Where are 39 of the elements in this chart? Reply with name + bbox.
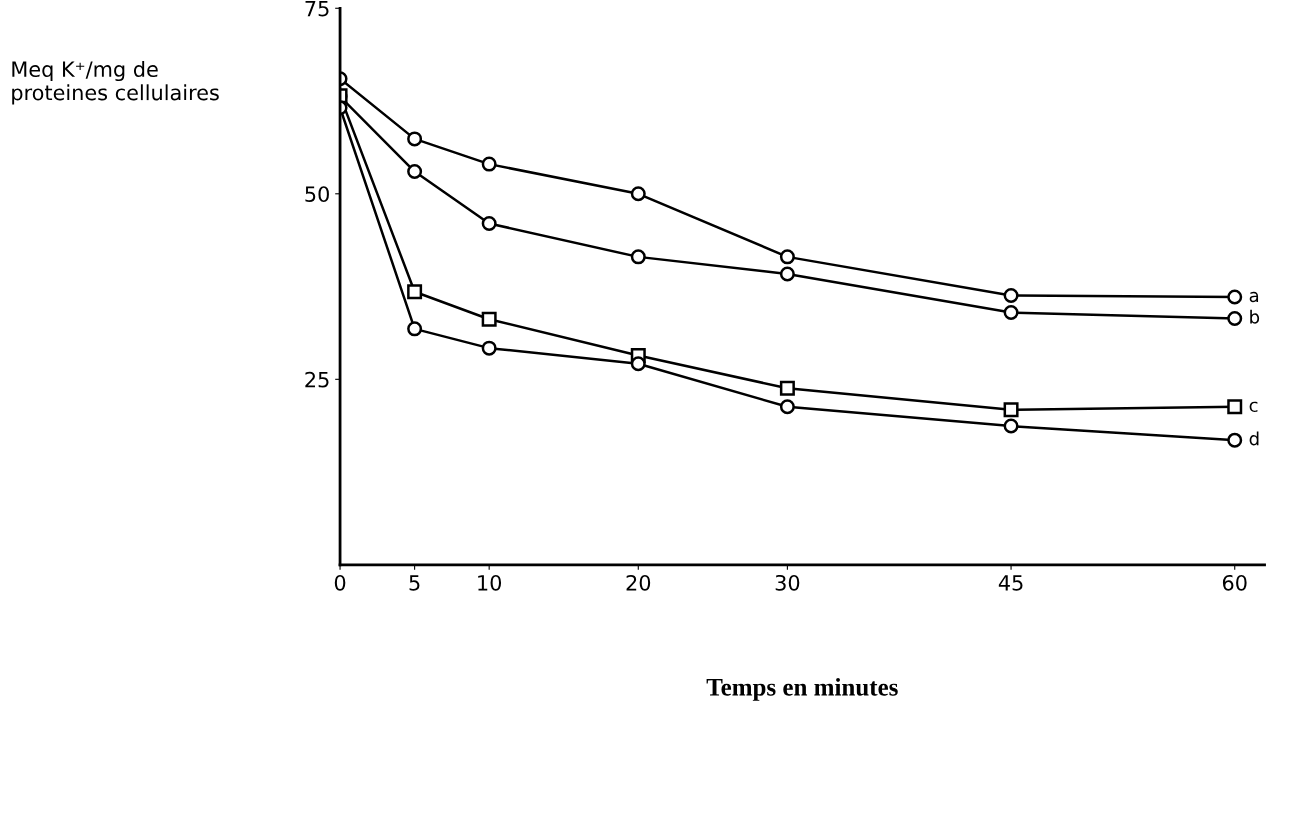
- point: [481, 215, 497, 231]
- y-tick-label: 25: [305, 371, 329, 388]
- x-axis-title: Temps en minutes: [706, 678, 898, 701]
- point: [1227, 432, 1243, 448]
- x-tick-label: 45: [998, 575, 1023, 591]
- point: [1227, 289, 1243, 305]
- point: [1227, 310, 1243, 326]
- x-tick-label: 10: [478, 574, 502, 591]
- series-label: c: [1249, 401, 1258, 413]
- point: [1003, 287, 1019, 303]
- y-axis-title: Meq K⁺/mg de proteines cellulaires: [12, 60, 219, 105]
- x-tick-label: 20: [626, 574, 651, 591]
- point: [481, 311, 497, 327]
- point: [1003, 418, 1019, 434]
- series-label: a: [1249, 291, 1259, 303]
- point: [407, 321, 423, 337]
- point: [630, 249, 646, 265]
- series-label: b: [1250, 309, 1260, 324]
- series-label: d: [1249, 431, 1259, 446]
- point: [630, 356, 646, 372]
- point: [407, 284, 423, 300]
- point: [779, 249, 795, 265]
- point: [1003, 402, 1019, 418]
- x-tick-label: 30: [775, 574, 800, 591]
- point: [779, 399, 795, 415]
- point: [779, 380, 795, 396]
- point: [1227, 399, 1243, 415]
- point: [481, 340, 497, 356]
- point: [630, 186, 646, 202]
- y-tick-label: 50: [305, 186, 329, 202]
- point: [407, 131, 423, 147]
- x-tick-label: 60: [1222, 574, 1247, 591]
- point: [1003, 305, 1019, 321]
- point: [407, 164, 423, 180]
- point: [481, 156, 497, 172]
- point: [779, 266, 795, 282]
- y-tick-label: 75: [305, 1, 329, 17]
- x-tick-label: 5: [409, 575, 420, 591]
- x-tick-label: 0: [334, 574, 346, 591]
